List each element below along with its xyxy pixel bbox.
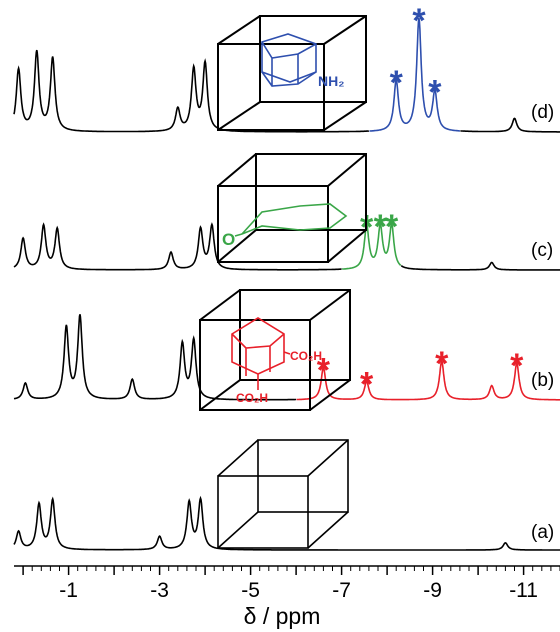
x-axis: -1 -3 -5 -7 -9 -11 δ / ppm bbox=[14, 565, 560, 629]
peak-star-b-2: * bbox=[435, 345, 449, 383]
spectrum-line-b-seg1 bbox=[296, 359, 560, 401]
carboxyl-label-bottom: CO₂H bbox=[236, 391, 268, 405]
peak-star-d-2: * bbox=[428, 73, 442, 111]
x-tick-label: -1 bbox=[59, 579, 78, 602]
carboxyl-label-top: CO₂H bbox=[290, 349, 322, 363]
spectrum-line-c-seg2 bbox=[400, 261, 560, 271]
spectrum-line-a-seg0 bbox=[13, 495, 560, 551]
x-tick-label: -3 bbox=[150, 579, 169, 602]
peak-star-d-1: * bbox=[412, 2, 426, 40]
trace-label-c: (c) bbox=[531, 240, 553, 261]
spectrum-line-c-seg0 bbox=[13, 222, 342, 271]
adamantane-diacid-molecule bbox=[231, 317, 291, 390]
spectrum-line-d-seg0 bbox=[13, 49, 370, 133]
x-tick-label: -5 bbox=[241, 579, 260, 602]
peak-star-c-0: * bbox=[360, 208, 374, 246]
spectrum-line-c-seg1 bbox=[341, 221, 402, 270]
x-ticks: -1 -3 -5 -7 -9 -11 bbox=[22, 566, 560, 602]
adamantylamine-molecule bbox=[261, 33, 317, 87]
trace-label-a: (a) bbox=[531, 522, 554, 543]
cage-insets: NH₂ O CO₂H CO₂H bbox=[199, 15, 367, 549]
trace-label-b: (b) bbox=[531, 370, 554, 391]
trace-labels: (d) (c) (b) (a) bbox=[531, 102, 554, 543]
cube-inset-d bbox=[217, 15, 367, 131]
peak-star-b-1: * bbox=[360, 365, 374, 403]
x-axis-title: δ / ppm bbox=[244, 603, 321, 629]
x-tick-label: -7 bbox=[332, 579, 351, 602]
amine-label: NH₂ bbox=[318, 73, 344, 89]
peak-star-d-0: * bbox=[390, 64, 404, 102]
x-tick-label: -11 bbox=[509, 579, 538, 602]
spectrum-line-b-seg0 bbox=[13, 314, 297, 401]
cube-inset-a bbox=[217, 439, 349, 549]
spectrum-line-d-seg2 bbox=[460, 117, 560, 133]
ketone-molecule bbox=[234, 203, 348, 237]
trace-label-d: (d) bbox=[531, 102, 554, 123]
spectra-traces bbox=[13, 17, 560, 551]
cube-inset-c bbox=[217, 153, 367, 263]
peak-star-c-1: * bbox=[374, 208, 388, 246]
spectrum-line-d-seg1 bbox=[369, 17, 460, 132]
ketone-label: O bbox=[222, 230, 235, 249]
peak-star-b-3: * bbox=[510, 347, 524, 385]
x-tick-label: -9 bbox=[423, 579, 442, 602]
peak-star-c-2: * bbox=[385, 208, 399, 246]
